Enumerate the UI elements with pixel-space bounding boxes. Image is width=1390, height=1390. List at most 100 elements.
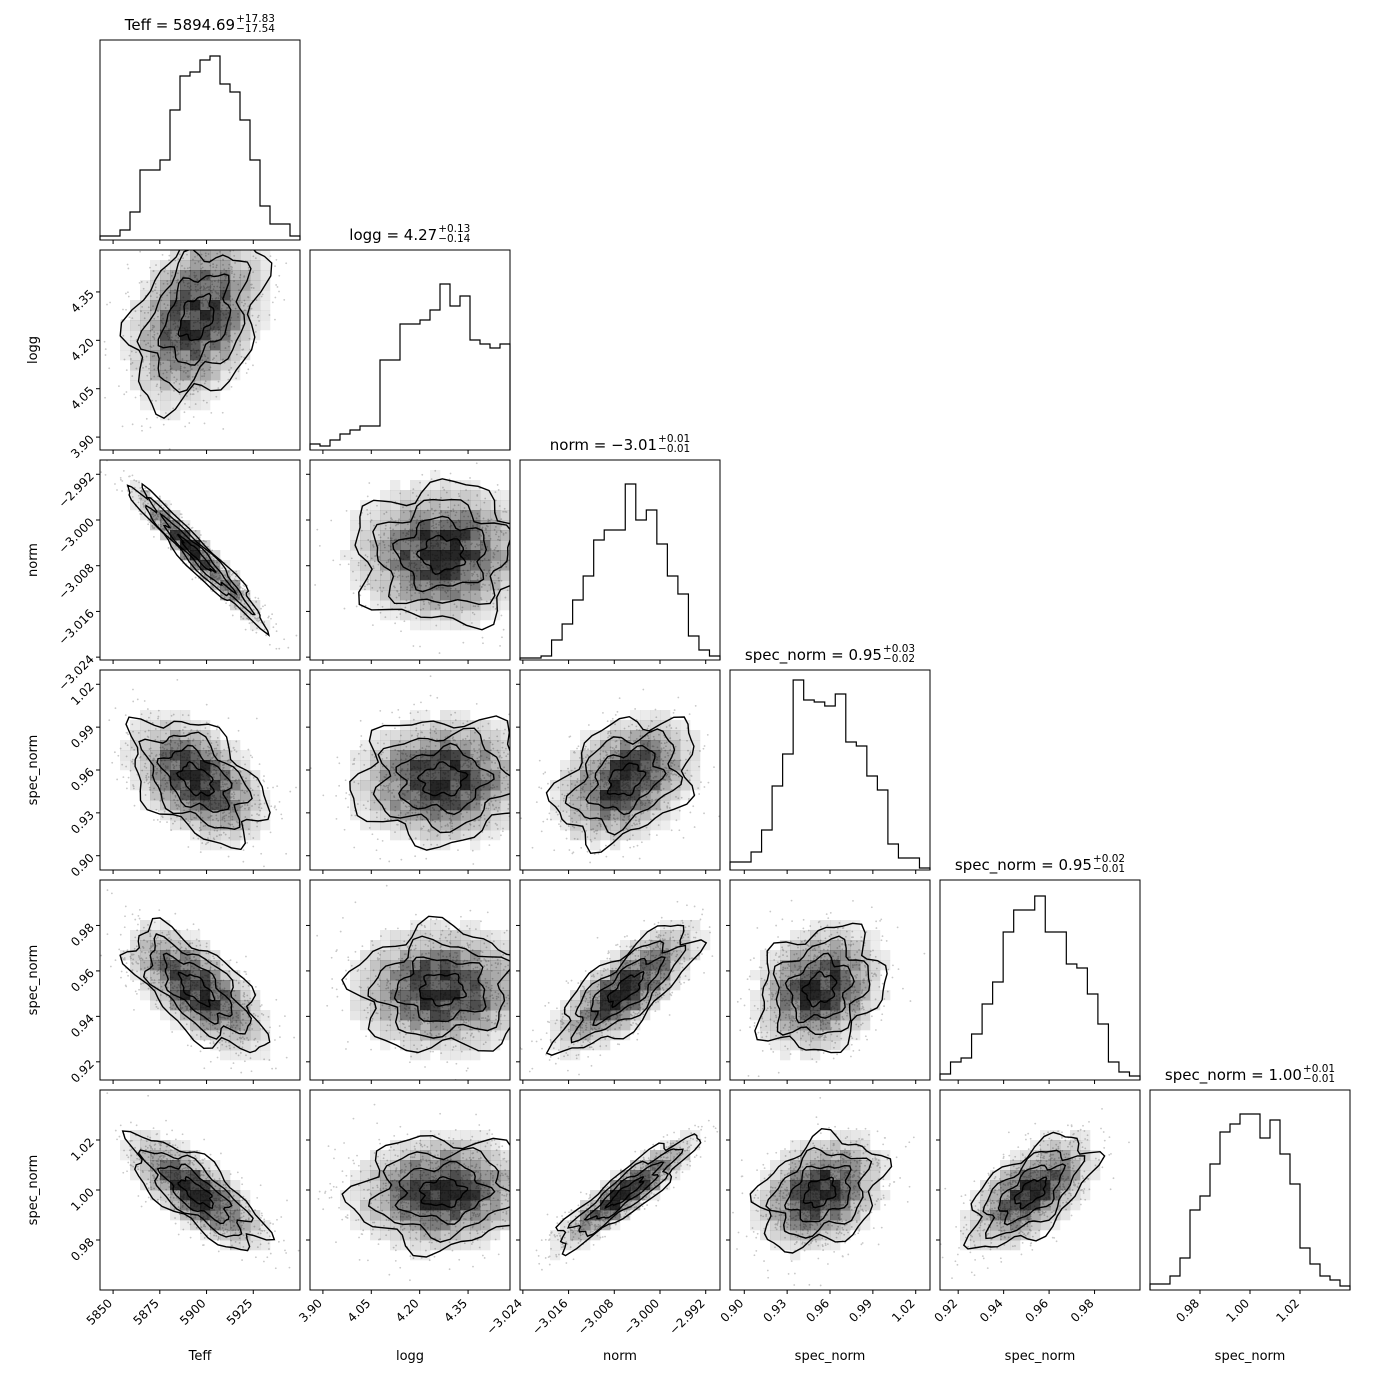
sample-point (239, 586, 242, 589)
density-bin (160, 330, 171, 341)
contour-line (159, 512, 238, 596)
density-bin (180, 540, 191, 551)
sample-point (274, 318, 276, 321)
sample-point (141, 429, 143, 432)
sample-point (122, 308, 124, 311)
sample-point (161, 792, 164, 795)
sample-point (355, 579, 358, 582)
sample-point (450, 730, 452, 732)
density-bin (390, 590, 401, 601)
sample-point (411, 492, 414, 494)
sample-point (160, 525, 163, 528)
sample-point (487, 722, 490, 725)
density-bin (160, 510, 171, 521)
density-bin (240, 790, 251, 801)
sample-point (125, 369, 128, 371)
sample-point (208, 746, 211, 749)
sample-point (176, 747, 179, 749)
density-bin (180, 360, 191, 371)
density-bin (350, 520, 361, 531)
sample-point (412, 552, 415, 555)
density-bin (420, 520, 431, 531)
sample-point (480, 597, 482, 599)
density-bin (200, 400, 211, 411)
sample-point (237, 283, 240, 286)
density-bin (420, 620, 431, 631)
sample-point (408, 800, 411, 803)
sample-point (235, 740, 238, 743)
density-bin (200, 570, 211, 581)
sample-point (153, 787, 155, 790)
sample-point (378, 558, 381, 561)
sample-point (366, 513, 369, 516)
sample-point (397, 523, 400, 526)
sample-point (503, 507, 506, 510)
sample-point (219, 250, 221, 253)
density-bin (190, 370, 201, 381)
sample-point (155, 399, 157, 402)
density-bin (380, 520, 391, 531)
sample-point (482, 792, 485, 795)
sample-point (202, 577, 204, 580)
sample-point (238, 289, 240, 292)
sample-point (266, 787, 269, 789)
sample-point (209, 366, 212, 369)
sample-point (276, 286, 279, 288)
density-bin (370, 540, 381, 551)
sample-point (178, 388, 181, 391)
sample-point (412, 584, 414, 587)
panel-frame (99, 249, 301, 451)
sample-point (275, 258, 278, 261)
density-bin (260, 820, 271, 831)
sample-point (384, 616, 387, 619)
density-bin (240, 820, 251, 831)
density-bin (420, 540, 431, 551)
sample-point (148, 521, 151, 524)
density-bin (450, 610, 461, 621)
density-bin (140, 730, 151, 741)
density-bin (190, 340, 201, 351)
sample-point (396, 823, 399, 826)
sample-point (224, 833, 227, 836)
sample-point (397, 708, 400, 711)
title-minus: −0.02 (883, 653, 915, 665)
density-bin (210, 770, 221, 781)
sample-point (106, 303, 108, 306)
density-bin (240, 770, 251, 781)
sample-point (210, 752, 213, 755)
sample-point (170, 503, 173, 506)
sample-point (376, 603, 379, 606)
sample-point (474, 605, 477, 608)
sample-point (432, 520, 434, 523)
sample-point (211, 574, 213, 577)
sample-point (471, 572, 473, 575)
sample-point (390, 517, 393, 520)
sample-point (245, 777, 247, 780)
sample-point (402, 540, 405, 542)
sample-point (503, 776, 505, 779)
density-bin (150, 750, 161, 761)
density-bin (140, 300, 151, 311)
sample-point (127, 291, 129, 294)
sample-point (280, 813, 283, 816)
density-bin (460, 500, 471, 511)
sample-point (485, 574, 488, 577)
density-bin (190, 310, 201, 321)
sample-point (345, 509, 348, 512)
sample-point (278, 274, 281, 277)
density-bin (240, 610, 251, 621)
density-bin (500, 540, 510, 551)
sample-point (152, 758, 155, 761)
sample-point (148, 363, 151, 365)
sample-point (192, 738, 195, 741)
sample-point (433, 730, 436, 733)
sample-point (238, 582, 241, 585)
sample-point (387, 544, 390, 547)
sample-point (152, 791, 154, 794)
density-bin (430, 500, 441, 511)
sample-point (388, 790, 391, 792)
sample-point (443, 488, 446, 491)
sample-point (169, 365, 172, 368)
density-bin (400, 520, 411, 531)
density-bin (260, 620, 271, 631)
